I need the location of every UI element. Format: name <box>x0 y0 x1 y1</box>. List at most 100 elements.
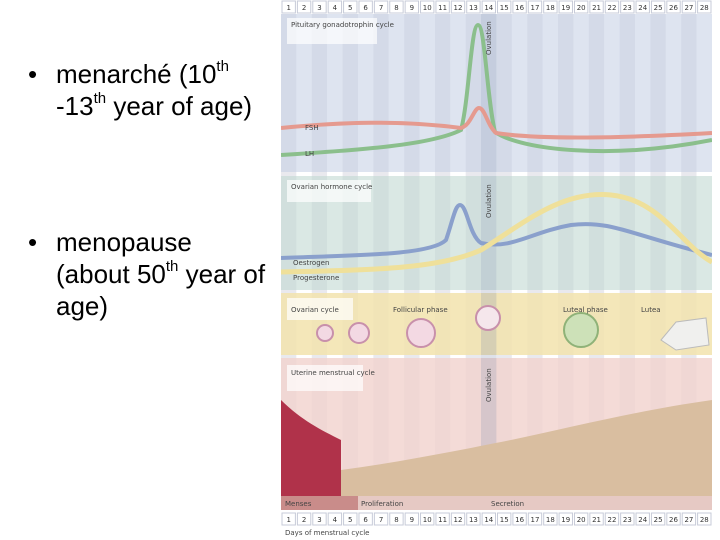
day-cell <box>527 512 543 526</box>
bullet-text: year of age) <box>106 91 253 121</box>
phase-label: Menses <box>285 500 312 508</box>
day-cell <box>481 512 497 526</box>
day-cell <box>543 0 558 14</box>
superscript: th <box>165 258 179 275</box>
day-number: 24 <box>638 4 647 12</box>
day-cell <box>666 0 681 14</box>
panel-label: Pituitary gonadotrophin cycle <box>291 21 394 29</box>
day-number: 24 <box>638 516 647 524</box>
day-cell <box>604 512 620 526</box>
fsh-curve <box>281 105 712 140</box>
progesterone-curve <box>281 192 712 275</box>
bullet-text: menarché (10 <box>56 59 217 89</box>
day-cell <box>620 0 635 14</box>
panel-label: Ovarian cycle <box>291 306 339 314</box>
lh-curve <box>281 22 712 157</box>
follicle <box>475 305 501 331</box>
phase-label: Luteal phase <box>563 306 608 314</box>
day-number: 16 <box>515 4 524 12</box>
day-cell <box>373 0 389 14</box>
phase-label: Proliferation <box>361 500 403 508</box>
day-cell <box>497 512 512 526</box>
day-cell <box>635 512 650 526</box>
day-number: 15 <box>500 516 509 524</box>
day-cell <box>558 512 573 526</box>
follicle <box>406 318 436 348</box>
day-number: 2 <box>302 516 306 524</box>
day-cell <box>312 0 327 14</box>
day-number: 12 <box>454 516 463 524</box>
day-cell <box>404 512 420 526</box>
day-number: 12 <box>454 4 463 12</box>
progesterone-label: Progesterone <box>293 274 339 282</box>
corpus-albicans <box>660 317 710 351</box>
day-cell <box>650 512 666 526</box>
phase-label: Follicular phase <box>393 306 448 314</box>
ovulation-label: Ovulation <box>485 184 493 218</box>
day-cell <box>666 512 681 526</box>
day-number: 4 <box>333 4 338 12</box>
day-cell <box>404 0 420 14</box>
day-number: 1 <box>286 4 290 12</box>
superscript: th <box>216 58 229 75</box>
day-number: 18 <box>546 4 555 12</box>
day-number: 8 <box>394 4 398 12</box>
day-number: 20 <box>577 516 586 524</box>
label-box <box>287 298 353 320</box>
day-number: 6 <box>363 516 368 524</box>
day-cell <box>389 0 404 14</box>
lh-label: LH <box>305 150 314 158</box>
day-number: 5 <box>348 516 352 524</box>
ovulation-band <box>481 14 497 496</box>
day-cell <box>343 512 358 526</box>
day-number: 11 <box>438 4 447 12</box>
day-number: 7 <box>379 516 383 524</box>
day-number: 1 <box>286 516 290 524</box>
day-number: 13 <box>469 516 478 524</box>
endometrium <box>341 400 712 496</box>
day-cell <box>620 512 635 526</box>
day-cell <box>589 512 604 526</box>
day-number: 19 <box>561 4 570 12</box>
oestrogen-curve <box>281 202 712 260</box>
follicle <box>348 322 370 344</box>
day-number: 22 <box>607 516 616 524</box>
day-cell <box>497 0 512 14</box>
day-number: 2 <box>302 4 306 12</box>
day-cell <box>697 0 712 14</box>
day-number: 28 <box>700 4 709 12</box>
cycle-diagram: Pituitary gonadotrophin cycle Ovarian ho… <box>281 0 712 537</box>
day-cell <box>281 512 296 526</box>
day-cell <box>296 0 312 14</box>
superscript: th <box>93 90 107 107</box>
bullet-text: -13 <box>56 91 94 121</box>
label-box <box>287 18 377 44</box>
day-cell <box>697 512 712 526</box>
day-cell <box>466 512 481 526</box>
day-number: 25 <box>654 4 663 12</box>
day-cell <box>635 0 650 14</box>
day-number: 14 <box>484 516 493 524</box>
day-cell <box>450 512 466 526</box>
day-cell <box>466 0 481 14</box>
day-number: 26 <box>669 516 678 524</box>
day-number: 17 <box>531 4 540 12</box>
day-cell <box>681 512 697 526</box>
day-number: 23 <box>623 4 632 12</box>
follicle <box>316 324 334 342</box>
fsh-label: FSH <box>305 124 319 132</box>
day-cell <box>604 0 620 14</box>
day-number: 3 <box>317 516 321 524</box>
day-number: 15 <box>500 4 509 12</box>
day-cell <box>435 0 450 14</box>
caption: Days of menstrual cycle <box>285 529 370 537</box>
day-cell <box>589 0 604 14</box>
day-cell <box>389 512 404 526</box>
day-cell <box>481 0 497 14</box>
bullet-text: menopause (about 50 <box>56 227 192 289</box>
day-number: 20 <box>577 4 586 12</box>
day-cell <box>558 0 573 14</box>
day-number: 17 <box>531 516 540 524</box>
phase-strip <box>281 496 712 510</box>
day-cell <box>681 0 697 14</box>
